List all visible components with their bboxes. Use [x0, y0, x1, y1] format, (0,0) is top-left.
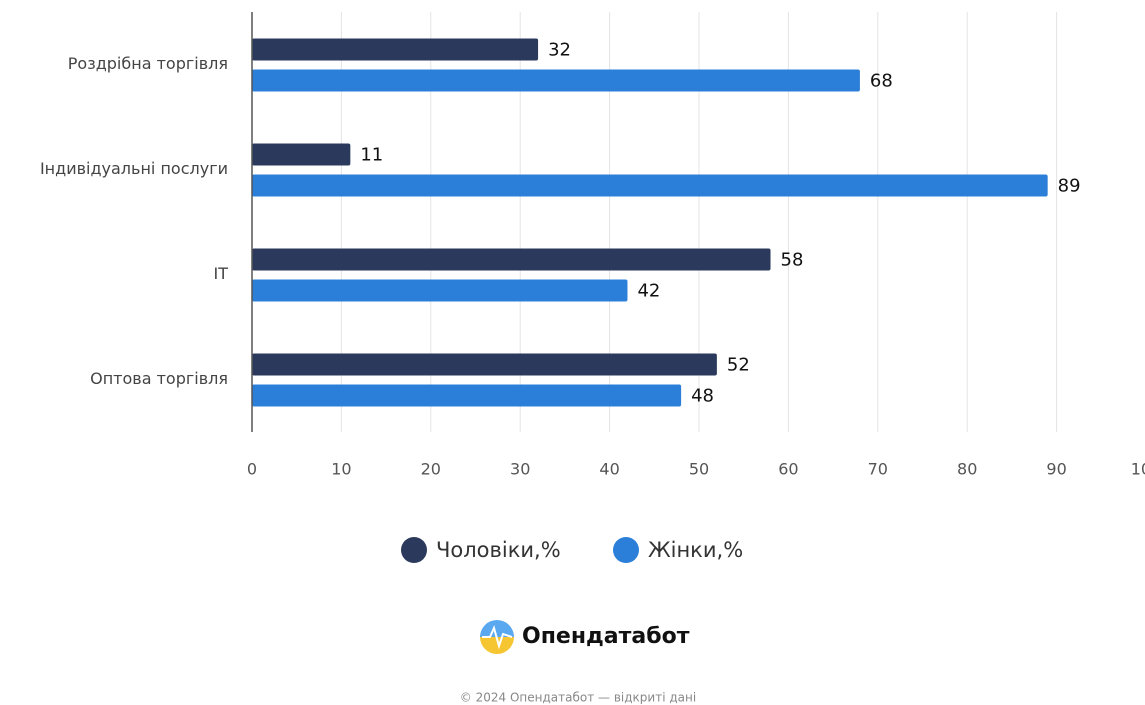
x-tick-label: 50 — [689, 460, 709, 479]
x-tick-label: 0 — [247, 460, 257, 479]
x-tick-label: 30 — [510, 460, 530, 479]
y-tick-label: Індивідуальні послуги — [40, 159, 228, 178]
y-tick-label: IT — [214, 264, 229, 283]
marks — [252, 38, 1048, 407]
bar — [252, 69, 860, 92]
value-label: 42 — [637, 281, 660, 302]
x-tick-label: 20 — [421, 460, 441, 479]
x-tick-label: 70 — [868, 460, 888, 479]
value-label: 32 — [548, 40, 571, 61]
y-tick-label: Роздрібна торгівля — [68, 54, 228, 73]
x-tick-label: 40 — [599, 460, 619, 479]
bar — [252, 38, 539, 61]
legend-marker — [401, 537, 427, 563]
value-label: 48 — [691, 386, 714, 407]
bar — [252, 384, 682, 407]
bar — [252, 174, 1048, 197]
x-tick-label: 60 — [778, 460, 798, 479]
bar — [252, 143, 351, 166]
value-label: 68 — [870, 71, 893, 92]
logo-pulse — [482, 625, 513, 650]
footer: © 2024 Опендатабот — відкриті дані — [460, 691, 696, 705]
x-tick-label: 100 — [1131, 460, 1145, 479]
bar — [252, 248, 771, 271]
bar — [252, 279, 628, 302]
legend-marker — [613, 537, 639, 563]
x-tick-label: 90 — [1046, 460, 1066, 479]
x-tick-label: 10 — [331, 460, 351, 479]
legend-label: Чоловіки,% — [436, 538, 561, 562]
value-label: 52 — [727, 355, 750, 376]
x-tick-label: 80 — [957, 460, 977, 479]
legend-label: Жінки,% — [648, 538, 743, 562]
bar — [252, 353, 717, 376]
y-tick-label: Оптова торгівля — [90, 369, 228, 388]
value-label: 89 — [1058, 176, 1081, 197]
brand: Опендатабот — [522, 624, 690, 649]
value-label: 58 — [781, 250, 804, 271]
value-label: 11 — [360, 145, 383, 166]
